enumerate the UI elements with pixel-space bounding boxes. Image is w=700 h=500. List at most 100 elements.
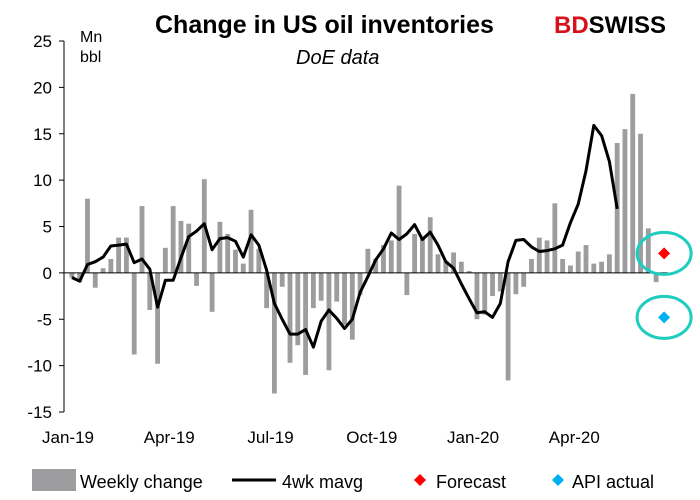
weekly-change-bar (521, 272, 527, 287)
weekly-change-bar (404, 272, 410, 296)
weekly-change-bar (427, 217, 433, 273)
weekly-change-bar (575, 251, 581, 273)
weekly-change-bar (310, 272, 316, 309)
weekly-change-bar (131, 272, 137, 355)
legend-swatch-weekly-change (32, 469, 76, 491)
svg-text:BDSWISS: BDSWISS (554, 12, 666, 39)
legend-swatch-forecast (414, 474, 426, 486)
weekly-change-bar (490, 272, 495, 297)
api-actual-marker-ring (635, 294, 693, 340)
weekly-change-bar (466, 271, 472, 273)
weekly-change-bar (474, 272, 480, 320)
weekly-change-bar (606, 254, 612, 273)
weekly-change-bar (217, 221, 223, 273)
legend-label-forecast: Forecast (436, 472, 506, 492)
y-tick-label: 20 (33, 78, 52, 97)
y-tick-label: -15 (27, 403, 52, 422)
weekly-change-bar (599, 261, 604, 273)
legend-label-mavg: 4wk mavg (282, 472, 363, 492)
weekly-change-bar (279, 272, 285, 287)
weekly-change-bar (124, 237, 129, 273)
weekly-change-bar (638, 133, 643, 273)
weekly-change-bar (645, 228, 651, 273)
weekly-change-bar (653, 272, 659, 283)
point-markers (635, 230, 693, 340)
weekly-change-bar (209, 272, 215, 312)
weekly-change-bar (583, 245, 589, 273)
weekly-change-bar (443, 260, 449, 273)
weekly-change-bar (357, 272, 363, 296)
x-tick-label: Apr-20 (549, 428, 600, 447)
weekly-change-bar (381, 245, 386, 273)
x-tick-label: Jul-19 (247, 428, 293, 447)
weekly-change-bar (529, 258, 534, 273)
weekly-change-bar (264, 272, 270, 309)
weekly-change-bar (256, 248, 262, 273)
brand-logo: BDSWISS (554, 12, 666, 39)
api-actual-marker (658, 311, 671, 324)
weekly-change-bar (544, 240, 550, 273)
weekly-change-bar (505, 272, 511, 381)
weekly-change-bar (92, 272, 98, 288)
weekly-change-bar (108, 258, 114, 273)
weekly-change-bar (536, 237, 542, 273)
weekly-change-bars (69, 93, 659, 394)
x-tick-label: Apr-19 (144, 428, 195, 447)
y-tick-label: 10 (33, 171, 52, 190)
weekly-change-bar (162, 247, 168, 273)
weekly-change-bar (240, 263, 246, 273)
brand-logo-bd: BD (554, 12, 589, 39)
weekly-change-bar (194, 272, 199, 286)
unit-label-bbl: bbl (80, 49, 101, 66)
weekly-change-bar (552, 203, 558, 273)
y-tick-label: 5 (43, 218, 52, 237)
legend-label-weekly-change: Weekly change (80, 472, 203, 492)
weekly-change-bar (100, 268, 106, 273)
weekly-change-bar (591, 263, 597, 273)
legend-label-api-actual: API actual (572, 472, 654, 492)
y-tick-label: -10 (27, 357, 52, 376)
weekly-change-bar (303, 272, 308, 375)
x-axis-ticks: Jan-19 Apr-19 Jul-19 Oct-19 Jan-20 Apr-20 (42, 428, 600, 447)
y-tick-label: 25 (33, 32, 52, 51)
weekly-change-bar (342, 272, 347, 325)
weekly-change-bar (420, 237, 425, 273)
weekly-change-bar (482, 272, 488, 315)
forecast-marker (658, 247, 671, 260)
weekly-change-bar (622, 129, 628, 273)
weekly-change-bar (560, 258, 566, 273)
weekly-change-bar (139, 206, 145, 273)
legend: Weekly change 4wk mavg Forecast API actu… (32, 469, 654, 492)
weekly-change-bar (412, 233, 418, 273)
weekly-change-bar (287, 272, 293, 363)
weekly-change-bar (373, 258, 379, 273)
y-tick-label: 15 (33, 125, 52, 144)
weekly-change-bar (69, 272, 75, 278)
y-tick-label: 0 (43, 264, 52, 283)
weekly-change-bar (186, 223, 192, 273)
weekly-change-bar (85, 198, 90, 273)
weekly-change-bar (458, 261, 464, 273)
mavg-line (71, 123, 619, 349)
x-tick-label: Jan-20 (447, 428, 499, 447)
brand-logo-swiss: SWISS (589, 12, 666, 39)
weekly-change-bar (568, 265, 573, 273)
weekly-change-bar (116, 237, 122, 273)
weekly-change-bar (225, 233, 231, 273)
weekly-change-bar (248, 209, 254, 273)
weekly-change-bar (178, 220, 184, 273)
x-tick-label: Oct-19 (346, 428, 397, 447)
weekly-change-bar (349, 272, 355, 340)
weekly-change-bar (497, 272, 503, 292)
weekly-change-bar (295, 272, 301, 346)
y-tick-label: -5 (37, 310, 52, 329)
forecast-marker-ring (635, 230, 693, 276)
weekly-change-bar (272, 272, 277, 394)
weekly-change-bar (326, 272, 332, 371)
weekly-change-bar (513, 272, 519, 295)
weekly-change-bar (77, 272, 83, 283)
x-tick-label: Jan-19 (42, 428, 94, 447)
weekly-change-bar (451, 252, 456, 273)
weekly-change-bar (318, 272, 324, 301)
